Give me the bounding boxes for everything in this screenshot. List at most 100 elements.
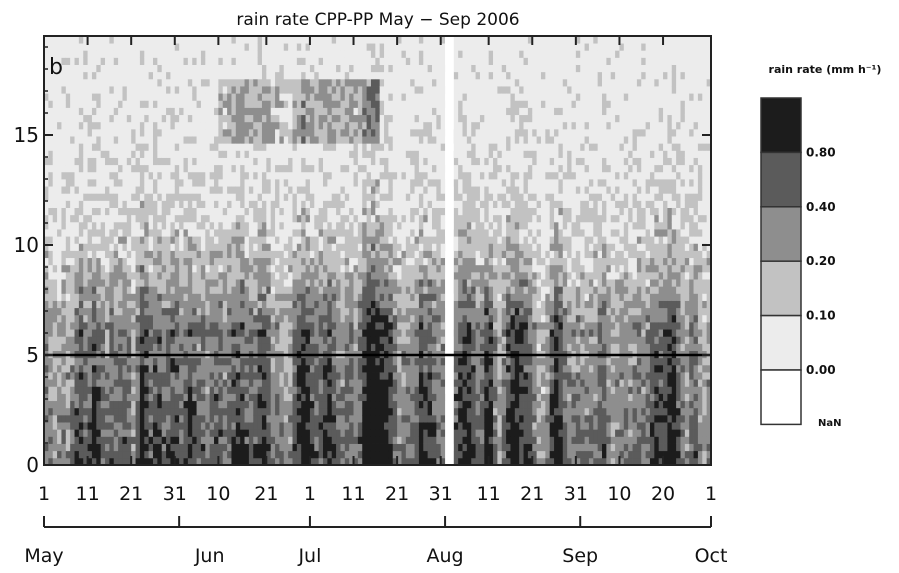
heatmap-cell <box>122 86 128 94</box>
heatmap-cell <box>192 36 197 44</box>
heatmap-cell <box>222 93 228 101</box>
heatmap-cell <box>305 436 311 444</box>
heatmap-cell <box>166 257 171 266</box>
heatmap-cell <box>362 171 367 180</box>
heatmap-cell <box>336 43 341 51</box>
heatmap-cell <box>205 264 211 273</box>
heatmap-cell <box>196 143 202 151</box>
heatmap-cell <box>370 279 376 287</box>
heatmap-cell <box>401 229 407 237</box>
heatmap-cell <box>292 128 298 137</box>
heatmap-cell <box>131 314 136 323</box>
heatmap-cell <box>349 57 354 65</box>
heatmap-cell <box>70 422 75 430</box>
heatmap-cell <box>222 364 228 373</box>
heatmap-cell <box>78 207 84 216</box>
heatmap-cell <box>340 393 346 402</box>
heatmap-cell <box>370 414 376 423</box>
heatmap-cell <box>288 107 293 116</box>
heatmap-cell <box>52 86 58 94</box>
heatmap-cell <box>379 357 385 366</box>
heatmap-cell <box>44 343 49 351</box>
heatmap-cell <box>336 221 341 230</box>
heatmap-cell <box>388 443 394 452</box>
heatmap-cell <box>370 329 376 337</box>
heatmap-cell <box>375 307 381 316</box>
heatmap-cell <box>349 314 354 323</box>
heatmap-cell <box>244 100 250 108</box>
heatmap-cell <box>122 329 128 337</box>
heatmap-cell <box>331 414 337 423</box>
heatmap-cell <box>279 257 285 266</box>
heatmap-cell <box>131 221 136 230</box>
heatmap-cell <box>235 93 241 101</box>
heatmap-cell <box>266 164 272 173</box>
heatmap-cell <box>113 443 119 452</box>
heatmap-cell <box>187 236 193 244</box>
heatmap-cell <box>52 193 58 201</box>
heatmap-cell <box>135 429 141 437</box>
heatmap-cell <box>109 143 115 151</box>
heatmap-cell <box>353 322 359 330</box>
heatmap-cell <box>327 229 333 237</box>
heatmap-cell <box>397 100 402 108</box>
heatmap-cell <box>96 329 102 337</box>
heatmap-cell <box>113 364 119 373</box>
heatmap-cell <box>401 93 407 101</box>
heatmap-cell <box>231 364 237 373</box>
heatmap-cell <box>148 429 154 437</box>
heatmap-cell <box>113 436 119 444</box>
heatmap-cell <box>170 71 176 80</box>
heatmap-cell <box>70 271 75 280</box>
heatmap-cell <box>266 300 272 309</box>
heatmap-cell <box>279 379 285 387</box>
heatmap-cell <box>292 286 298 294</box>
heatmap-cell <box>148 43 154 51</box>
heatmap-cell <box>157 393 163 402</box>
heatmap-cell <box>170 36 176 44</box>
heatmap-cell <box>392 179 398 187</box>
heatmap-cell <box>222 43 228 51</box>
heatmap-cell <box>174 271 180 280</box>
heatmap-cell <box>192 329 197 337</box>
heatmap-cell <box>200 329 206 337</box>
heatmap-cell <box>148 214 154 223</box>
heatmap-cell <box>235 429 241 437</box>
heatmap-cell <box>301 150 306 158</box>
heatmap-cell <box>266 107 272 116</box>
heatmap-cell <box>87 322 93 330</box>
heatmap-cell <box>205 150 211 158</box>
heatmap-cell <box>218 64 224 73</box>
heatmap-cell <box>349 400 354 409</box>
heatmap-cell <box>214 393 219 402</box>
heatmap-cell <box>139 136 145 144</box>
heatmap-cell <box>357 429 363 437</box>
heatmap-cell <box>161 307 167 316</box>
heatmap-cell <box>240 86 245 94</box>
heatmap-cell <box>344 121 350 130</box>
heatmap-cell <box>240 429 245 437</box>
heatmap-cell <box>283 114 289 123</box>
heatmap-cell <box>148 100 154 108</box>
heatmap-cell <box>270 100 276 108</box>
heatmap-cell <box>275 336 280 344</box>
heatmap-cell <box>301 207 306 216</box>
heatmap-cell <box>196 307 202 316</box>
heatmap-cell <box>61 193 67 201</box>
heatmap-cell <box>187 100 193 108</box>
heatmap-cell <box>270 457 276 465</box>
heatmap-cell <box>100 86 106 94</box>
heatmap-cell <box>318 78 324 87</box>
heatmap-cell <box>283 193 289 201</box>
heatmap-cell <box>248 186 254 194</box>
heatmap-cell <box>257 50 263 58</box>
heatmap-cell <box>209 186 215 194</box>
heatmap-cell <box>135 207 141 216</box>
heatmap-cell <box>253 250 259 259</box>
heatmap-cell <box>218 128 224 137</box>
heatmap-cell <box>227 250 232 259</box>
heatmap-cell <box>292 43 298 51</box>
heatmap-cell <box>244 121 250 130</box>
heatmap-cell <box>96 422 102 430</box>
heatmap-cell <box>48 271 54 280</box>
